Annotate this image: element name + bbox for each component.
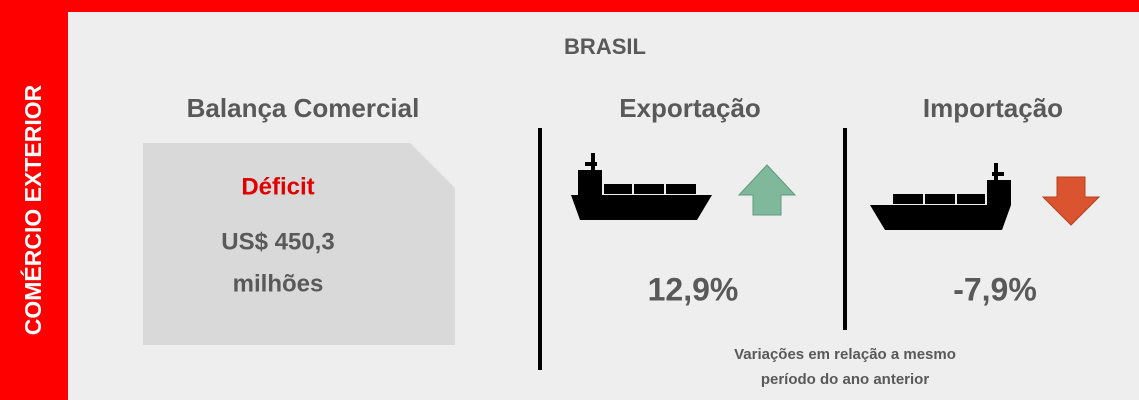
balance-amount: US$ 450,3 [221, 228, 334, 255]
note-line: Variações em relação a mesmo [734, 346, 956, 363]
top-bar [68, 0, 1139, 12]
export-change: 12,9% [648, 271, 739, 307]
import-heading: Importação [923, 93, 1063, 123]
balance-status: Déficit [241, 173, 314, 200]
sidebar-label: COMÉRCIO EXTERIOR [19, 84, 46, 335]
balance-box [143, 143, 455, 345]
up-arrow [737, 164, 797, 216]
export-ship [571, 153, 712, 220]
export-heading: Exportação [619, 93, 761, 123]
import-ship [870, 163, 1011, 230]
title: BRASIL [564, 34, 646, 59]
import-change: -7,9% [953, 271, 1037, 307]
balance-unit: milhões [233, 270, 324, 297]
note-line: período do ano anterior [761, 371, 930, 388]
down-arrow [1041, 176, 1101, 226]
balance-heading: Balança Comercial [187, 93, 420, 123]
sidebar [0, 0, 68, 400]
